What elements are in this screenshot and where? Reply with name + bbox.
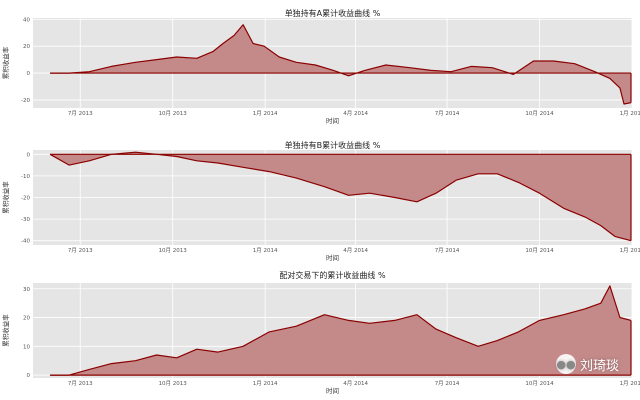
chart-b-x-tick-label: 10月 2013: [159, 247, 188, 254]
chart-b-x-axis-label: 时间: [326, 253, 339, 262]
watermark: ●● 刘琦琰: [556, 354, 619, 374]
chart-b-area: [50, 152, 632, 241]
chart-b-x-tick-label: 7月 2013: [68, 247, 93, 254]
chart-pair-y-tick-label: 30: [23, 287, 30, 293]
chart-b-x-tick-label: 1月 2015: [620, 247, 640, 254]
chart-pair-x-tick-label: 10月 2013: [159, 380, 188, 387]
chart-pair-panel: 配对交易下的累计收益曲线 % 0 10 20 30 7月 2013 10月 2013 1月 2…: [1, 270, 640, 395]
chart-pair-x-tick-label: 1月 2014: [253, 380, 278, 387]
chart-b-x-tick-label: 4月 2014: [343, 247, 368, 254]
chart-b-y-tick-label: -40: [21, 239, 30, 245]
chart-b-y-tick-label: -30: [21, 217, 30, 223]
chart-pair-x-tick-label: 7月 2013: [68, 380, 93, 387]
chart-b-y-tick-label: -20: [21, 196, 30, 202]
chart-pair-y-axis-label: 累积收益率: [1, 314, 10, 347]
chart-b-y-tick-label: -10: [21, 174, 30, 180]
chart-b-panel: 单独持有B累计收益曲线 % -40 -30 -20 -10 0 7月 2013 10月 201…: [1, 140, 640, 262]
chart-a-area: [50, 24, 632, 105]
chart-pair-title: 配对交易下的累计收益曲线 %: [279, 270, 386, 280]
chart-a-y-tick-label: 20: [23, 44, 30, 50]
chart-a-x-tick-label: 10月 2014: [525, 110, 554, 117]
chart-b-y-axis-label: 累积收益率: [1, 181, 10, 214]
chart-a-x-tick-label: 7月 2014: [435, 110, 460, 117]
chart-pair-x-tick-label: 1月 2015: [620, 380, 640, 387]
chart-pair-x-tick-label: 7月 2014: [435, 380, 460, 387]
chart-pair-y-tick-label: 20: [23, 316, 30, 322]
chart-a-y-axis-label: 累积收益率: [1, 46, 10, 79]
chart-a-y-tick-label: -20: [21, 98, 30, 104]
chart-pair-x-axis-label: 时间: [326, 386, 339, 395]
chart-pair-y-tick-label: 0: [27, 373, 31, 379]
chat-bubble-icon: ●●: [556, 354, 576, 374]
chart-a-title: 单独持有A累计收益曲线 %: [285, 8, 381, 18]
chart-pair-y-tick-label: 10: [23, 344, 30, 350]
chart-pair-line: [50, 285, 632, 376]
chart-a-x-axis-label: 时间: [326, 116, 339, 125]
chart-a-x-tick-label: 4月 2014: [343, 110, 368, 117]
chart-b-x-tick-label: 7月 2014: [435, 247, 460, 254]
chart-a-x-tick-label: 1月 2015: [620, 110, 640, 117]
chart-a-x-tick-label: 10月 2013: [159, 110, 188, 117]
chart-pair-area: [50, 285, 632, 376]
watermark-text: 刘琦琰: [580, 358, 620, 374]
chart-a-panel: 单独持有A累计收益曲线 % -20 0 20 40 7月 2013 10月 2013 1月 2…: [1, 8, 640, 125]
chart-b-title: 单独持有B累计收益曲线 %: [285, 140, 381, 150]
chart-a-y-tick-label: 0: [27, 71, 31, 77]
chart-a-line: [50, 24, 632, 105]
chart-b-x-tick-label: 1月 2014: [253, 247, 278, 254]
chart-b-line: [49, 151, 632, 242]
chart-a-y-tick-label: 40: [23, 17, 30, 23]
chart-a-x-tick-label: 1月 2014: [253, 110, 278, 117]
chart-pair-x-tick-label: 10月 2014: [525, 380, 554, 387]
chart-pair-x-tick-label: 4月 2014: [343, 380, 368, 387]
chart-b-x-tick-label: 10月 2014: [525, 247, 554, 254]
chart-a-x-tick-label: 7月 2013: [68, 110, 93, 117]
chart-b-y-tick-label: 0: [27, 152, 31, 158]
